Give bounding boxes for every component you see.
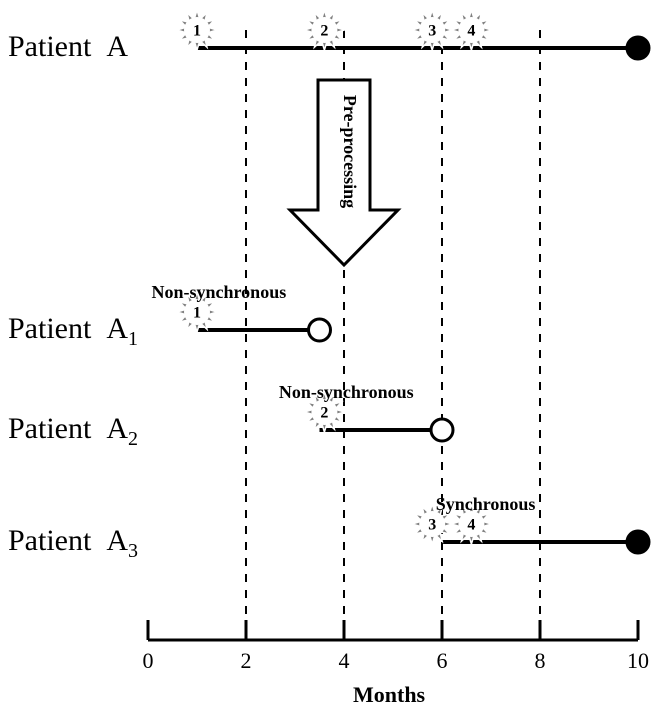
label-patient-a2: Patient A2 (8, 412, 138, 451)
svg-text:1: 1 (193, 23, 201, 40)
svg-text:10: 10 (627, 648, 649, 673)
figure-canvas: { "colors": { "background": "#ffffff", "… (0, 0, 672, 723)
svg-text:3: 3 (428, 517, 436, 534)
svg-text:2: 2 (241, 648, 252, 673)
annotation-a2: Non-synchronous (279, 382, 414, 403)
label-patient-a1: Patient A1 (8, 312, 138, 351)
svg-text:0: 0 (143, 648, 154, 673)
svg-text:1: 1 (193, 305, 201, 322)
svg-text:6: 6 (437, 648, 448, 673)
annotation-a3: Synchronous (436, 494, 536, 515)
svg-layer: 024681012341234Pre-processing (0, 0, 672, 723)
label-patient-a: Patient A (8, 30, 128, 64)
svg-text:4: 4 (339, 648, 350, 673)
svg-text:4: 4 (467, 23, 475, 40)
svg-text:2: 2 (320, 405, 328, 422)
label-patient-a3: Patient A3 (8, 524, 138, 563)
svg-text:3: 3 (428, 23, 436, 40)
x-axis-label: Months (353, 682, 425, 708)
svg-text:2: 2 (320, 23, 328, 40)
svg-text:8: 8 (535, 648, 546, 673)
annotation-a1: Non-synchronous (152, 282, 287, 303)
svg-text:4: 4 (467, 517, 475, 534)
svg-text:Pre-processing: Pre-processing (340, 95, 360, 208)
